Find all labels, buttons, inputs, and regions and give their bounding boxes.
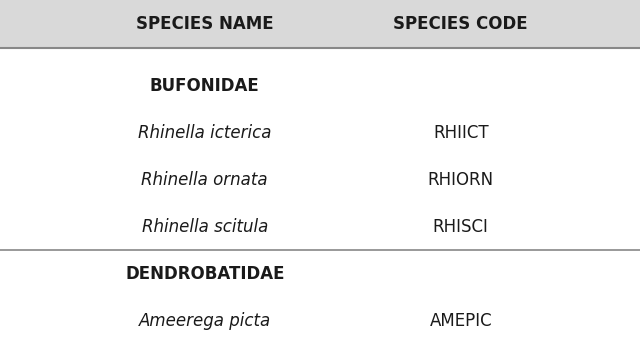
Text: Rhinella icterica: Rhinella icterica [138,124,271,142]
Text: RHISCI: RHISCI [433,218,489,236]
FancyBboxPatch shape [0,0,640,48]
Text: Ameerega picta: Ameerega picta [139,312,271,330]
Text: SPECIES NAME: SPECIES NAME [136,15,274,33]
Text: RHIICT: RHIICT [433,124,488,142]
Text: AMEPIC: AMEPIC [429,312,492,330]
Text: BUFONIDAE: BUFONIDAE [150,78,260,95]
Text: Rhinella ornata: Rhinella ornata [141,171,268,189]
Text: SPECIES CODE: SPECIES CODE [394,15,528,33]
Text: DENDROBATIDAE: DENDROBATIDAE [125,265,285,283]
Text: RHIORN: RHIORN [428,171,494,189]
Text: Rhinella scitula: Rhinella scitula [141,218,268,236]
